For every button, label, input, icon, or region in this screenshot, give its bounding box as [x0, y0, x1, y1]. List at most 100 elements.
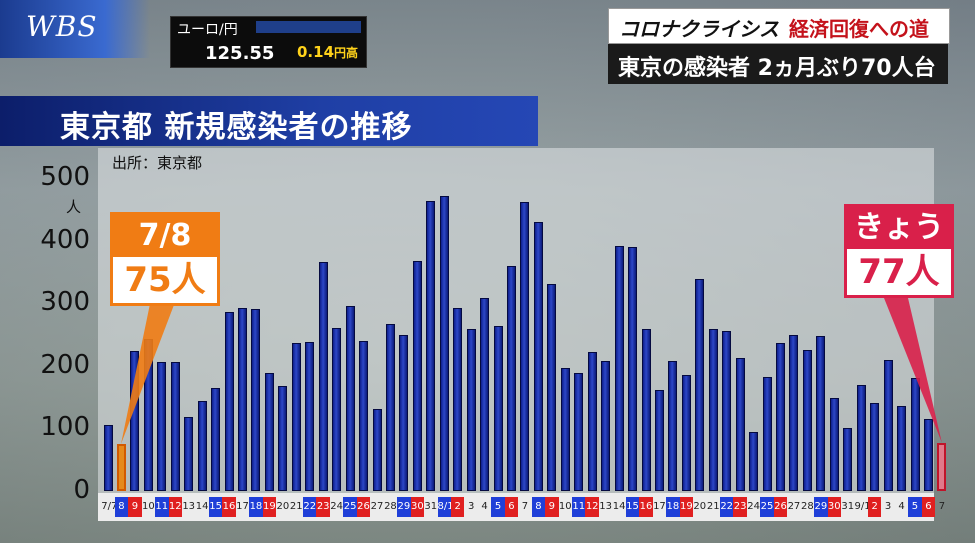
x-tick-label: 7	[938, 501, 946, 512]
chart-title: 東京都 新規感染者の推移	[60, 110, 413, 145]
bar	[829, 398, 839, 491]
x-tick-label: 30	[827, 497, 841, 517]
bar	[695, 278, 705, 491]
bar	[910, 377, 920, 491]
x-tick-label: 10	[558, 501, 572, 512]
callout-date: きょう	[847, 207, 951, 249]
bar	[681, 374, 691, 491]
bar	[251, 309, 261, 491]
x-tick-label: 25	[760, 497, 774, 517]
bar	[816, 335, 826, 491]
bar	[359, 341, 369, 491]
x-tick-label: 21	[289, 501, 303, 512]
bar	[923, 419, 933, 491]
logo-text: WBS	[26, 10, 98, 43]
x-tick-label: 2	[450, 497, 465, 517]
x-tick-label: 24	[747, 501, 760, 512]
x-tick-label: 25	[343, 497, 357, 517]
x-tick-label: 13	[182, 501, 196, 512]
y-unit-label: 人	[66, 198, 82, 216]
bar	[856, 384, 866, 491]
bar	[264, 373, 274, 491]
chart-title-bar: 東京都 新規感染者の推移	[0, 96, 538, 146]
x-tick-label: 15	[208, 497, 223, 517]
x-tick-label: 4	[898, 501, 905, 512]
bar	[654, 390, 664, 491]
bar	[843, 428, 853, 491]
x-tick-label: 10	[141, 501, 155, 512]
x-tick-label: 23	[316, 497, 330, 517]
x-tick-label: 7	[521, 501, 529, 512]
x-tick-label: 31	[424, 501, 438, 512]
bar	[197, 401, 207, 491]
bar	[789, 334, 799, 491]
bar	[614, 245, 624, 491]
callout-1: きょう 77人	[844, 204, 954, 298]
x-tick-label: 2	[867, 497, 882, 517]
x-tick-label: 28	[801, 501, 814, 512]
headline-bar: 東京の感染者 2ヵ月ぶり70人台	[608, 44, 948, 84]
y-tick-label: 400	[40, 224, 90, 255]
bar	[116, 444, 126, 491]
bar	[668, 361, 678, 491]
x-tick-label: 21	[706, 501, 720, 512]
x-tick-label: 22	[303, 497, 317, 517]
x-tick-label: 17	[653, 501, 666, 512]
bar	[372, 408, 382, 491]
x-tick-label: 12	[585, 497, 599, 517]
x-tick-label: 15	[625, 497, 640, 517]
x-tick-label: 16	[222, 497, 236, 517]
x-tick-label: 11	[572, 497, 586, 517]
bar	[708, 329, 718, 491]
x-tick-label: 26	[773, 497, 788, 517]
ticker-pair: ユーロ/円	[177, 22, 238, 38]
x-tick-label: 6	[921, 497, 936, 517]
callout-value: 77人	[847, 249, 951, 295]
x-tick-label: 26	[356, 497, 371, 517]
x-tick-label: 5	[908, 497, 922, 517]
ticker-strip	[256, 21, 361, 33]
bar	[426, 201, 436, 491]
x-tick-label: 9	[128, 497, 142, 517]
x-tick-label: 16	[639, 497, 653, 517]
callout-leader	[884, 298, 942, 443]
bar	[722, 331, 732, 491]
x-tick-label: 23	[733, 497, 747, 517]
x-tick-label: 4	[481, 501, 488, 512]
bar	[345, 306, 355, 491]
x-tick-label: 28	[384, 501, 397, 512]
wbs-logo: WBS	[0, 0, 150, 58]
ticker-change: 0.14円高	[297, 43, 358, 61]
bar	[883, 359, 893, 491]
bar	[520, 201, 530, 491]
bar	[130, 350, 140, 491]
x-tick-label: 31	[841, 501, 855, 512]
x-tick-label: 29	[814, 497, 828, 517]
bar	[291, 342, 301, 491]
x-tick-label: 12	[168, 497, 182, 517]
series-name: コロナクライシス	[619, 17, 779, 41]
x-tick-label: 20	[276, 501, 290, 512]
ticker-rate: 125.55	[205, 43, 275, 64]
bar	[480, 297, 490, 491]
bar	[157, 362, 167, 491]
bar	[533, 222, 543, 491]
callout-unit: 人	[905, 252, 940, 292]
bar	[466, 329, 476, 491]
series-header: コロナクライシス 経済回復への道	[608, 8, 950, 44]
x-tick-label: 29	[397, 497, 411, 517]
bar	[332, 328, 342, 491]
chart-source: 出所：東京都	[112, 154, 203, 172]
x-tick-label: 30	[410, 497, 425, 517]
x-tick-label: 3	[884, 501, 892, 512]
bar	[318, 261, 328, 491]
bar	[560, 367, 570, 491]
x-tick-label: 18	[249, 497, 263, 517]
y-tick-label: 200	[40, 349, 90, 380]
bar	[399, 334, 409, 491]
bar	[762, 377, 772, 491]
x-tick-label: 8	[531, 497, 546, 517]
bar	[238, 307, 247, 491]
bar	[439, 195, 449, 491]
x-tick-label: 9	[545, 497, 559, 517]
